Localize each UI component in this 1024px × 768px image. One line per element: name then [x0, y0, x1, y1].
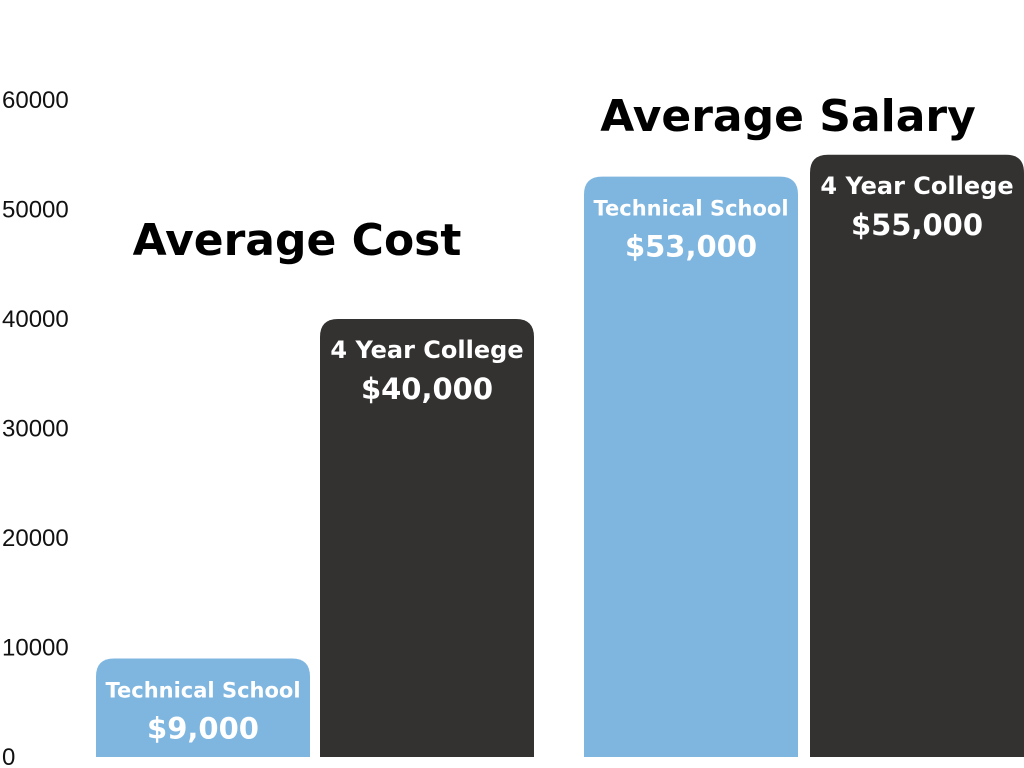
bar-category-label: 4 Year College	[820, 172, 1013, 200]
bar	[584, 176, 798, 757]
group-title: Average Cost	[133, 215, 462, 266]
bar-value-label: $55,000	[851, 208, 983, 242]
y-tick-label: 60000	[2, 87, 69, 114]
bar-value-label: $53,000	[625, 230, 757, 264]
y-tick-label: 20000	[2, 525, 69, 552]
bar-value-label: $40,000	[361, 372, 493, 406]
bar-category-label: Technical School	[593, 197, 788, 221]
bar-labels: Technical School $9,000 4 Year College $40,…	[105, 172, 1013, 746]
bar-category-label: Technical School	[105, 678, 300, 702]
bar	[810, 154, 1024, 757]
bar-value-label: $9,000	[147, 711, 259, 745]
y-tick-label: 50000	[2, 197, 69, 224]
group-titles: Average Cost Average Salary	[133, 91, 976, 266]
bar	[320, 319, 534, 757]
y-tick-label: 30000	[2, 416, 69, 443]
bar	[96, 658, 310, 757]
y-tick-label: 10000	[2, 635, 69, 662]
y-axis: 0 10000 20000 30000 40000 50000 60000	[2, 87, 69, 768]
bars	[96, 154, 1024, 757]
y-tick-label: 0	[2, 744, 15, 768]
y-tick-label: 40000	[2, 306, 69, 333]
group-title: Average Salary	[600, 91, 976, 142]
bar-category-label: 4 Year College	[330, 336, 523, 364]
